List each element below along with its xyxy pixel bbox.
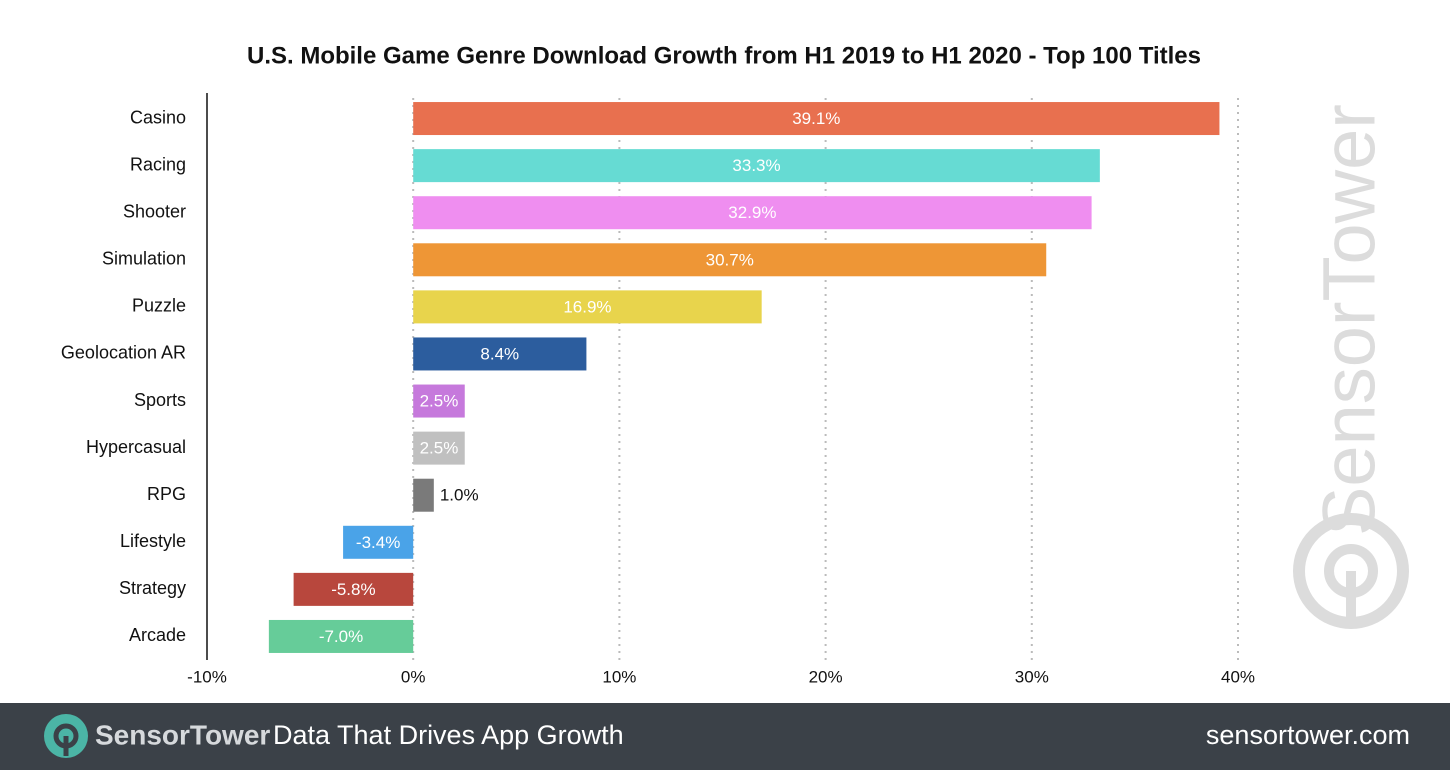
value-label: 8.4% (480, 344, 519, 363)
y-tick-label: Sports (134, 390, 186, 410)
bar (343, 525, 414, 559)
footer-url: sensortower.com (1206, 720, 1410, 750)
x-tick-label: 40% (1221, 667, 1255, 686)
bar (413, 478, 434, 512)
y-tick-label: Strategy (119, 578, 186, 598)
watermark: SensorTower (1293, 104, 1409, 629)
y-tick-label: Racing (130, 154, 186, 174)
watermark-text: SensorTower (1308, 104, 1391, 536)
y-tick-label: Lifestyle (120, 531, 186, 551)
value-label: 16.9% (563, 297, 611, 316)
y-tick-label: Casino (130, 107, 186, 127)
footer-bar (0, 703, 1450, 770)
bar (293, 572, 414, 606)
bar (413, 384, 465, 418)
bar (268, 619, 414, 653)
value-label: 2.5% (420, 392, 459, 411)
value-label: -3.4% (356, 533, 400, 552)
value-label: 39.1% (792, 109, 840, 128)
bar (413, 290, 762, 324)
x-tick-label: -10% (187, 667, 227, 686)
value-label: 32.9% (728, 203, 776, 222)
bar (413, 149, 1100, 183)
footer-brand: SensorTower (95, 719, 270, 750)
y-tick-label: Hypercasual (86, 437, 186, 457)
bar (413, 243, 1047, 277)
bar (413, 196, 1092, 230)
y-tick-label: Simulation (102, 249, 186, 269)
bar (413, 431, 465, 465)
plot: -10% 0% 10% 20% 30% 40% Casino 39.1% Racing 33.3%… (61, 93, 1255, 686)
x-tick-label: 20% (809, 667, 843, 686)
value-label: 1.0% (440, 486, 479, 505)
value-label: -7.0% (319, 627, 363, 646)
value-label: 30.7% (706, 250, 754, 269)
value-label: 33.3% (732, 156, 780, 175)
value-label: 2.5% (420, 439, 459, 458)
chart-title: U.S. Mobile Game Genre Download Growth f… (247, 42, 1201, 69)
x-tick-label: 30% (1015, 667, 1049, 686)
y-tick-label: Geolocation AR (61, 343, 186, 363)
y-tick-label: Puzzle (132, 296, 186, 316)
y-tick-label: Shooter (123, 201, 186, 221)
footer-tagline: Data That Drives App Growth (273, 720, 624, 750)
bar (413, 337, 587, 371)
value-label: -5.8% (331, 580, 375, 599)
x-tick-label: 0% (401, 667, 426, 686)
y-tick-label: Arcade (129, 625, 186, 645)
x-tick-label: 10% (602, 667, 636, 686)
bar (413, 102, 1220, 136)
y-tick-label: RPG (147, 484, 186, 504)
